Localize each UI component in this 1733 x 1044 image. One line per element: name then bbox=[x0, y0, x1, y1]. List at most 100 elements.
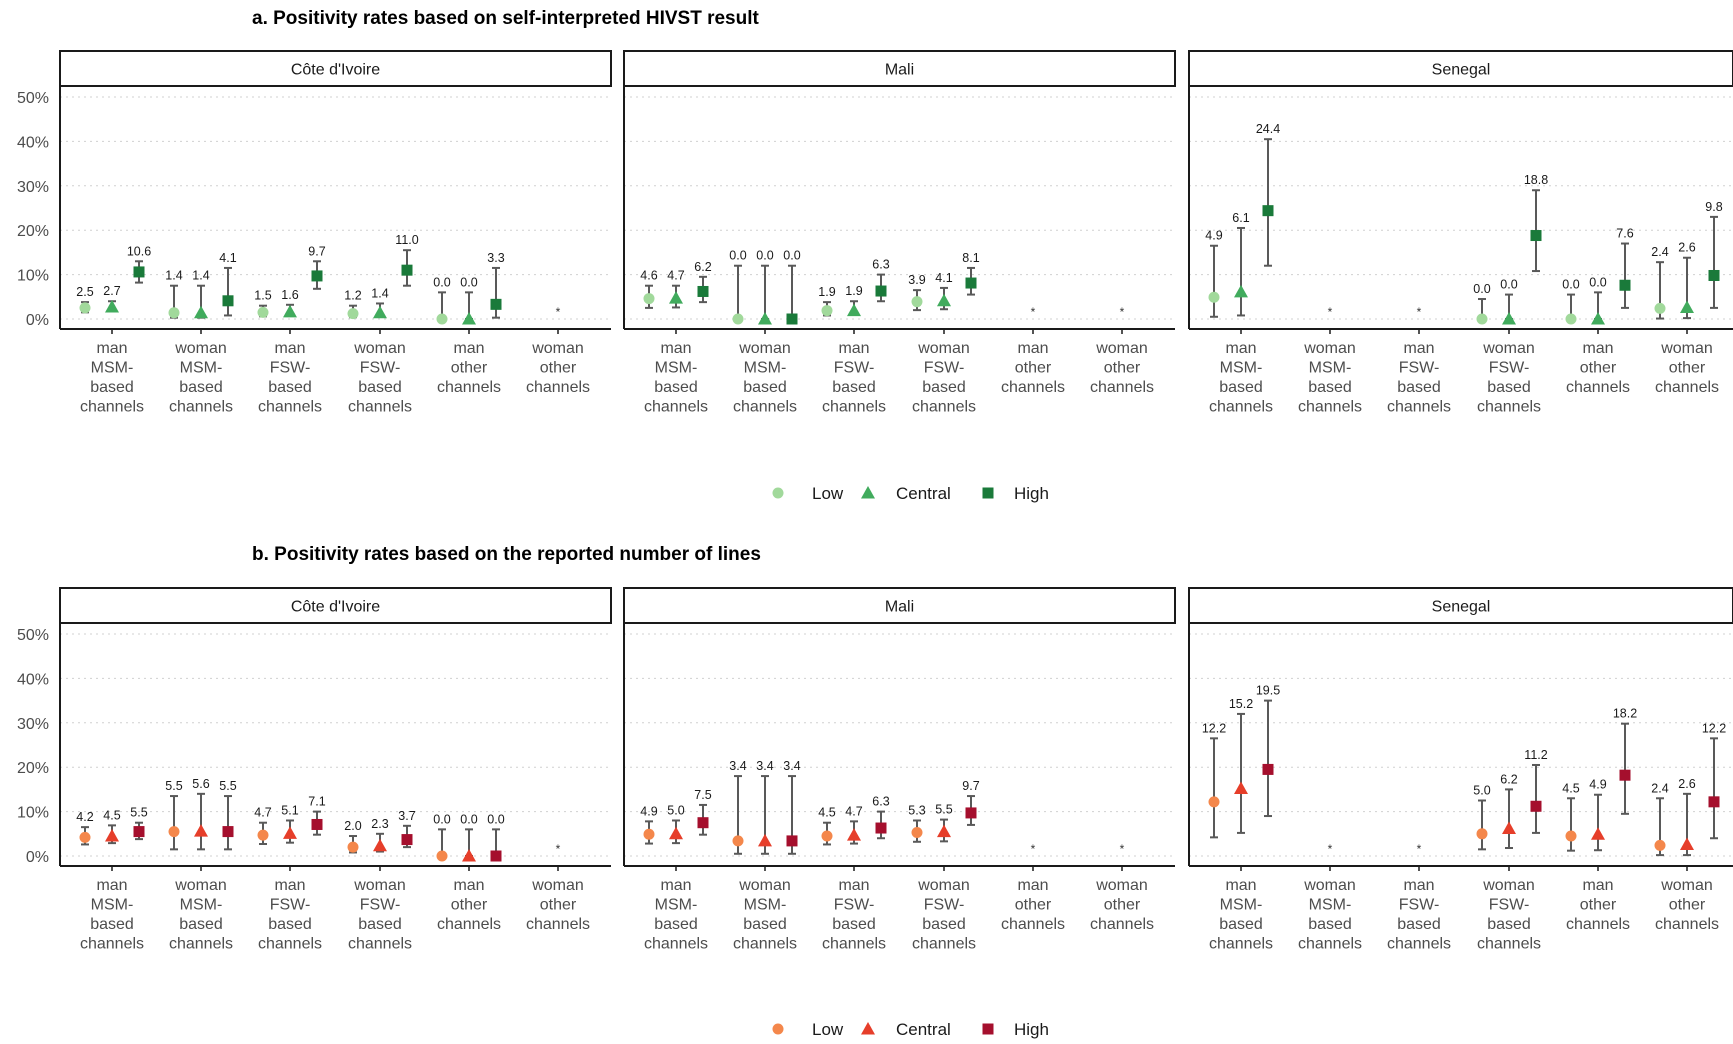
point-low-0-3: 2.0 bbox=[344, 819, 362, 854]
data-label: 3.3 bbox=[487, 251, 504, 265]
x-tick-label-line: woman bbox=[917, 877, 970, 894]
marker-high bbox=[786, 835, 798, 847]
data-label: 1.4 bbox=[192, 269, 209, 283]
data-label: 5.5 bbox=[935, 803, 952, 817]
x-tick-label-line: MSM- bbox=[91, 897, 134, 914]
marker-high bbox=[222, 826, 234, 838]
panel-a: a. Positivity rates based on self-interp… bbox=[17, 8, 1733, 503]
data-label: 6.1 bbox=[1232, 211, 1249, 225]
legend-label: High bbox=[1014, 484, 1049, 503]
x-tick-label-line: man bbox=[1582, 340, 1613, 357]
x-tick-label: woman MSM-based channels bbox=[1298, 340, 1362, 416]
point-high-0-4: 0.0 bbox=[487, 812, 505, 862]
x-tick-label-line: channels bbox=[526, 379, 590, 396]
x-tick-label-line: man bbox=[838, 877, 869, 894]
marker-high bbox=[786, 313, 798, 325]
point-central-0-4: 0.0 bbox=[460, 275, 478, 325]
x-tick-label: man other channels bbox=[1001, 877, 1065, 933]
missing-marker: * bbox=[556, 305, 561, 319]
facet-1: Mali man MSM-based channels woman MSM-based ch… bbox=[623, 50, 1176, 416]
marker-high bbox=[1619, 769, 1631, 781]
x-tick-label-line: other bbox=[540, 897, 577, 914]
x-tick-label: woman MSM-based channels bbox=[733, 340, 797, 416]
x-tick-label-line: based bbox=[179, 379, 223, 396]
point-central-0-1: 1.4 bbox=[192, 269, 210, 319]
x-tick-label-line: FSW- bbox=[270, 360, 311, 377]
legend-marker bbox=[772, 487, 784, 499]
x-tick-label-line: channels bbox=[1655, 379, 1719, 396]
marker-low bbox=[1654, 839, 1666, 851]
x-tick-label-line: based bbox=[1219, 379, 1263, 396]
missing-marker: * bbox=[1328, 842, 1333, 856]
x-tick-label-line: man bbox=[1017, 340, 1048, 357]
point-central-0-4: 0.0 bbox=[460, 812, 478, 862]
marker-central bbox=[1680, 837, 1694, 850]
x-tick-label-line: based bbox=[832, 916, 876, 933]
marker-central bbox=[283, 826, 297, 839]
marker-high bbox=[1619, 279, 1631, 291]
x-tick-label-line: woman bbox=[1482, 877, 1535, 894]
data-label: 4.5 bbox=[1562, 781, 1579, 795]
point-central-2-3: 6.2 bbox=[1500, 772, 1518, 850]
x-tick-label: woman MSM-based channels bbox=[733, 877, 797, 953]
point-central-2-5: 2.6 bbox=[1678, 241, 1696, 320]
x-tick-label-line: channels bbox=[1477, 936, 1541, 953]
data-label: 4.5 bbox=[818, 806, 835, 820]
y-tick-label: 40% bbox=[17, 671, 49, 688]
data-label: 5.5 bbox=[219, 779, 236, 793]
marker-central bbox=[1502, 312, 1516, 325]
x-tick-label-line: channels bbox=[644, 399, 708, 416]
point-central-0-0: 4.5 bbox=[103, 808, 121, 845]
x-tick-label-line: MSM- bbox=[1309, 897, 1352, 914]
data-label: 4.7 bbox=[845, 804, 862, 818]
data-label: 5.0 bbox=[1473, 784, 1490, 798]
y-tick-label: 10% bbox=[17, 268, 49, 285]
y-tick-label: 0% bbox=[26, 312, 49, 329]
x-tick-label-line: channels bbox=[1655, 916, 1719, 933]
data-label: 7.6 bbox=[1616, 227, 1633, 241]
data-label: 4.2 bbox=[76, 810, 93, 824]
point-low-0-4: 0.0 bbox=[433, 812, 451, 862]
x-tick-label-line: woman bbox=[1095, 340, 1148, 357]
data-label: 4.7 bbox=[667, 269, 684, 283]
x-tick-label-line: FSW- bbox=[1399, 897, 1440, 914]
x-tick-label-line: FSW- bbox=[1489, 897, 1530, 914]
marker-central bbox=[462, 312, 476, 325]
data-label: 0.0 bbox=[460, 275, 477, 289]
marker-high bbox=[875, 285, 887, 297]
point-low-1-2: 1.9 bbox=[818, 285, 836, 317]
data-label: 6.3 bbox=[872, 795, 889, 809]
x-tick-label-line: other bbox=[451, 360, 488, 377]
x-tick-label-line: woman bbox=[174, 877, 227, 894]
x-tick-label-line: FSW- bbox=[270, 897, 311, 914]
marker-central bbox=[669, 826, 683, 840]
legend: Low Central High bbox=[772, 484, 1049, 503]
x-tick-label: woman MSM-based channels bbox=[169, 340, 233, 416]
marker-low bbox=[643, 293, 655, 305]
legend-item-high: High bbox=[982, 484, 1049, 503]
point-central-0-1: 5.6 bbox=[192, 777, 210, 851]
marker-central bbox=[937, 293, 951, 307]
marker-central bbox=[758, 312, 772, 325]
x-tick-label-line: woman bbox=[1660, 340, 1713, 357]
x-tick-label-line: channels bbox=[1566, 916, 1630, 933]
x-tick-label: woman FSW-based channels bbox=[348, 877, 412, 953]
data-label: 1.9 bbox=[845, 284, 862, 298]
point-central-2-4: 4.9 bbox=[1589, 778, 1607, 852]
x-tick-label: woman FSW-based channels bbox=[912, 877, 976, 953]
data-label: 2.0 bbox=[344, 819, 361, 833]
x-tick-label-line: MSM- bbox=[655, 360, 698, 377]
point-central-1-3: 4.1 bbox=[935, 271, 953, 311]
marker-central bbox=[462, 849, 476, 862]
point-high-0-4: 3.3 bbox=[487, 251, 505, 319]
point-high-2-5: 12.2 bbox=[1702, 721, 1726, 840]
facet-label: Côte d'Ivoire bbox=[291, 62, 380, 79]
x-tick-label-line: channels bbox=[437, 916, 501, 933]
data-label: 5.3 bbox=[908, 803, 925, 817]
marker-high bbox=[401, 834, 413, 846]
x-tick-label: man other channels bbox=[1566, 877, 1630, 933]
legend-marker bbox=[772, 1023, 784, 1035]
x-tick-label-line: MSM- bbox=[744, 897, 787, 914]
marker-central bbox=[1680, 300, 1694, 313]
data-label: 1.5 bbox=[254, 289, 271, 303]
